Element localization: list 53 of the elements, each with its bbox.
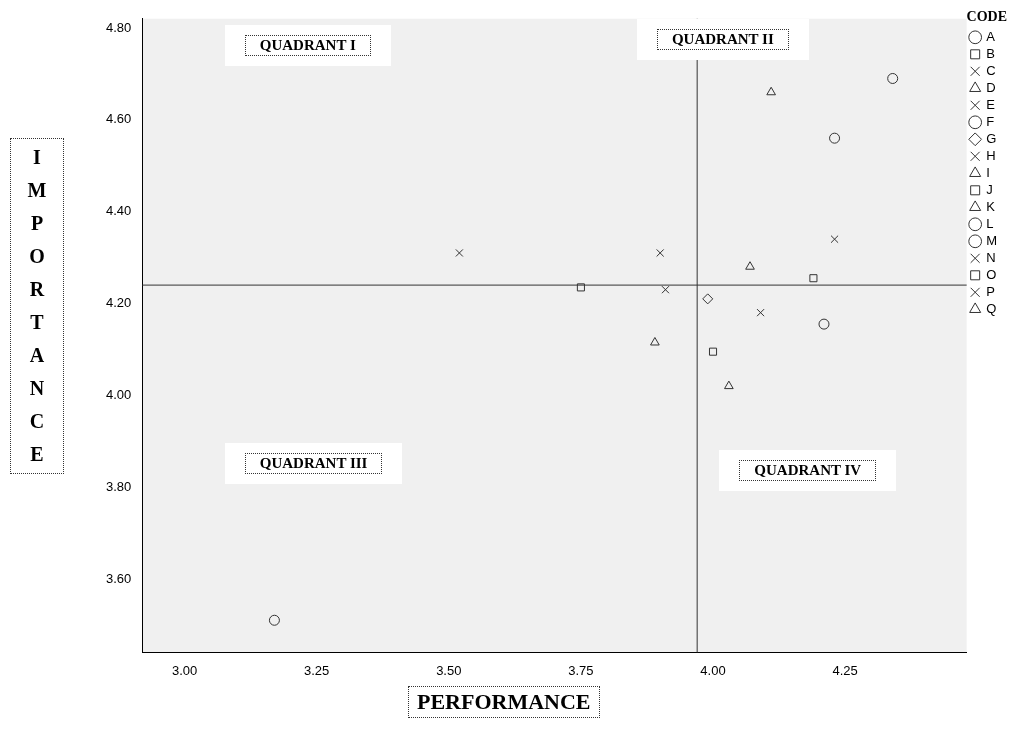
point [708,347,718,356]
point [576,283,585,292]
legend-label: L [986,215,994,231]
legend-label: H [986,147,996,163]
point [818,318,830,330]
x-axis-title: PERFORMANCE [408,686,600,718]
y-tick-label: 3.60 [105,570,132,586]
y-tick-label: 4.00 [105,386,132,402]
x-tick-label: 3.25 [304,662,330,678]
legend-label: A [986,28,996,44]
label-box: QUADRANT I [224,25,391,67]
legend-label: C [986,62,996,78]
x-tick-label: 3.75 [568,662,594,678]
x-tick-label: 3.50 [436,662,462,678]
legend-label: G [986,130,997,146]
legend-label: D [986,79,996,95]
legend-label: J [986,181,993,197]
label-box: QUADRANT IV [719,449,897,491]
legend-label: Q [986,300,997,316]
annotation: QUADRANT III [244,453,383,475]
label-box: QUADRANT II [636,18,809,60]
legend-label: E [986,96,996,112]
point [724,380,734,390]
point [702,293,714,305]
annotation: QUADRANT II [656,28,789,50]
legend-label: P [986,283,995,299]
y-tick-label: 4.20 [105,295,132,311]
y-tick-label: 4.80 [105,19,132,35]
y-tick-label: 3.80 [105,478,132,494]
legend-label: O [986,266,997,282]
text: IMPORTANCE [27,146,47,465]
x-tick-label: 3.00 [171,662,198,678]
point [809,274,818,283]
point [650,336,660,346]
legend-label: M [986,232,998,248]
annotation: QUADRANT I [244,35,371,57]
label-box: QUADRANT III [224,443,403,485]
legend-label: K [986,198,996,214]
x-tick-label: 4.00 [700,662,726,678]
legend-label: F [986,113,995,129]
point [887,72,899,84]
y-tick-label: 4.40 [105,203,132,219]
point [829,132,841,144]
point [745,261,755,270]
legend-label: I [986,164,990,180]
annotation: QUADRANT IV [739,459,877,481]
y-tick-label: 4.60 [105,111,132,127]
legend-title: CODE [966,8,1008,24]
point [766,86,776,96]
legend-label: B [986,45,995,61]
point [268,614,280,626]
x-tick-label: 4.25 [832,662,858,678]
legend-label: N [986,249,996,265]
